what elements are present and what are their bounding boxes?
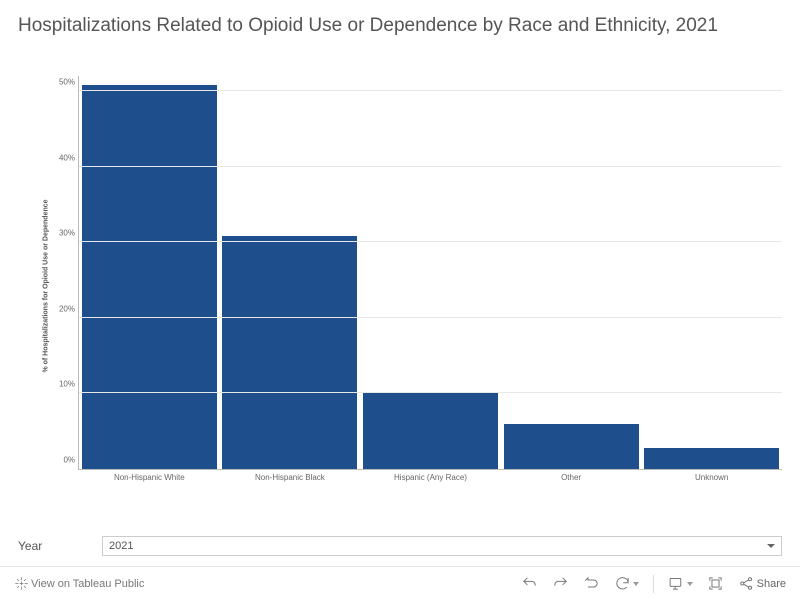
refresh-icon xyxy=(614,575,631,592)
revert-button[interactable] xyxy=(583,575,600,592)
share-icon xyxy=(738,575,755,592)
y-tick-label: 30% xyxy=(51,229,79,238)
x-tick-label: Non-Hispanic White xyxy=(114,473,185,482)
device-icon xyxy=(668,575,685,592)
view-on-tableau-button[interactable]: View on Tableau Public xyxy=(14,576,144,591)
bar-slot: Other xyxy=(501,76,642,469)
x-tick-label: Other xyxy=(561,473,581,482)
chevron-down-icon xyxy=(687,582,693,586)
bar[interactable] xyxy=(504,424,639,469)
toolbar: View on Tableau Public Share xyxy=(0,566,800,600)
bar-slot: Non-Hispanic Black xyxy=(220,76,361,469)
fullscreen-button[interactable] xyxy=(707,575,724,592)
gridline xyxy=(79,166,782,167)
y-axis-label: % of Hospitalizations for Opioid Use or … xyxy=(43,199,50,372)
gridline xyxy=(79,90,782,91)
bar[interactable] xyxy=(82,85,217,469)
device-preview-button[interactable] xyxy=(668,575,693,592)
gridline xyxy=(79,392,782,393)
revert-icon xyxy=(583,575,600,592)
toolbar-separator xyxy=(653,575,654,593)
chevron-down-icon xyxy=(767,544,775,548)
plot-region: Non-Hispanic WhiteNon-Hispanic BlackHisp… xyxy=(78,76,782,470)
year-filter-label: Year xyxy=(18,539,88,553)
bar-slot: Unknown xyxy=(641,76,782,469)
gridline xyxy=(79,317,782,318)
x-tick-label: Unknown xyxy=(695,473,728,482)
bar[interactable] xyxy=(363,393,498,469)
tableau-logo-icon xyxy=(14,576,29,591)
year-select-value: 2021 xyxy=(109,540,133,552)
undo-button[interactable] xyxy=(521,575,538,592)
x-tick-label: Non-Hispanic Black xyxy=(255,473,325,482)
y-tick-label: 10% xyxy=(51,380,79,389)
bar-slot: Hispanic (Any Race) xyxy=(360,76,501,469)
bar[interactable] xyxy=(222,236,357,469)
undo-icon xyxy=(521,575,538,592)
bar-slot: Non-Hispanic White xyxy=(79,76,220,469)
chart-area: % of Hospitalizations for Opioid Use or … xyxy=(58,76,782,496)
bar[interactable] xyxy=(644,448,779,469)
x-tick-label: Hispanic (Any Race) xyxy=(394,473,467,482)
gridline xyxy=(79,241,782,242)
share-label: Share xyxy=(757,578,786,590)
view-on-tableau-label: View on Tableau Public xyxy=(31,578,144,590)
bars-container: Non-Hispanic WhiteNon-Hispanic BlackHisp… xyxy=(79,76,782,469)
fullscreen-icon xyxy=(707,575,724,592)
share-button[interactable]: Share xyxy=(738,575,786,592)
refresh-button[interactable] xyxy=(614,575,639,592)
y-tick-label: 40% xyxy=(51,153,79,162)
toolbar-right: Share xyxy=(521,575,786,593)
redo-button[interactable] xyxy=(552,575,569,592)
year-filter-row: Year 2021 xyxy=(18,536,782,556)
chevron-down-icon xyxy=(633,582,639,586)
year-select[interactable]: 2021 xyxy=(102,536,782,556)
chart-title: Hospitalizations Related to Opioid Use o… xyxy=(0,0,800,46)
y-tick-label: 50% xyxy=(51,78,79,87)
redo-icon xyxy=(552,575,569,592)
y-tick-label: 20% xyxy=(51,304,79,313)
y-tick-label: 0% xyxy=(51,456,79,465)
